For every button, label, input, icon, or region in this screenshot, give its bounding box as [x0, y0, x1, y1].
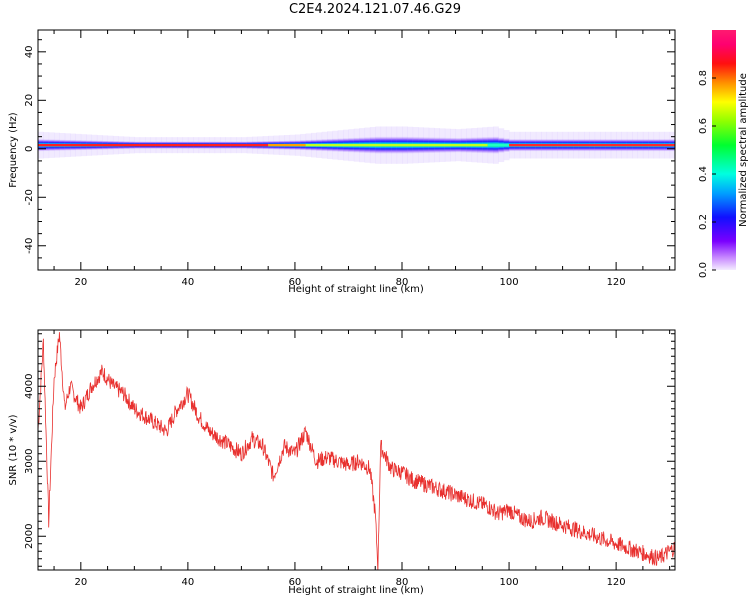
- snr-line: [38, 332, 675, 570]
- band-core: [305, 143, 488, 147]
- spectrogram-y-tick-label: -20: [24, 189, 35, 205]
- spectrogram-x-tick-label: 60: [289, 277, 302, 288]
- spectrogram-x-tick-label: 40: [182, 277, 195, 288]
- spectrogram-panel: 20 40 60 80 100 120 -40 -20 0 20 40 Height of str…: [8, 29, 676, 295]
- snr-frame: [37, 329, 676, 571]
- snr-x-axis-label: Height of straight line (km): [288, 585, 424, 596]
- colorbar-tick-label: 0.2: [698, 214, 709, 230]
- spectrogram-y-tick-label: 20: [24, 94, 35, 107]
- spectrogram-y-axis-label: Frequency (Hz): [8, 112, 19, 188]
- spectrogram-x-tick-label: 120: [607, 277, 626, 288]
- snr-y-tick-label: 4000: [24, 374, 35, 399]
- snr-panel: 20 40 60 80 100 120 2000 3000 4000 Height of st…: [8, 329, 676, 596]
- snr-y-tick-label: 2000: [24, 524, 35, 549]
- snr-series: [38, 332, 675, 570]
- snr-y-tick-label: 3000: [24, 449, 35, 474]
- snr-x-tick-label: 80: [396, 577, 409, 588]
- spectral-band: [38, 126, 675, 164]
- colorbar-label: Normalized spectral amplitude: [738, 73, 749, 227]
- colorbar-tick-label: 0.4: [698, 166, 709, 182]
- snr-x-tick-label: 20: [74, 577, 87, 588]
- snr-x-tick-label: 120: [607, 577, 626, 588]
- colorbar: 0.0 0.2 0.4 0.6 0.8 Normalized spectral ampl…: [698, 30, 749, 278]
- band-core: [509, 143, 675, 147]
- snr-y-axis-label: SNR (10 * v/v): [8, 414, 19, 485]
- snr-x-tick-label: 40: [182, 577, 195, 588]
- band-core: [38, 143, 269, 147]
- snr-x-tick-label: 100: [500, 577, 519, 588]
- figure-title: C2E4.2024.121.07.46.G29: [288, 2, 462, 17]
- snr-x-tick-label: 60: [289, 577, 302, 588]
- colorbar-tick-label: 0.0: [698, 262, 709, 278]
- spectrogram-x-tick-label: 80: [396, 277, 409, 288]
- colorbar-tick-label: 0.6: [698, 118, 709, 134]
- spectrogram-y-tick-label: -40: [24, 238, 35, 254]
- spectrogram-y-tick-label: 0: [24, 146, 35, 152]
- colorbar-gradient: [712, 30, 736, 270]
- spectrogram-frame: [37, 29, 676, 271]
- spectrogram-x-tick-label: 100: [500, 277, 519, 288]
- spectrogram-x-tick-label: 20: [74, 277, 87, 288]
- spectrogram-x-axis-label: Height of straight line (km): [288, 284, 424, 295]
- band-core: [487, 143, 510, 147]
- colorbar-tick-label: 0.8: [698, 70, 709, 86]
- band-core: [268, 143, 306, 147]
- spectrogram-y-tick-label: 40: [24, 45, 35, 58]
